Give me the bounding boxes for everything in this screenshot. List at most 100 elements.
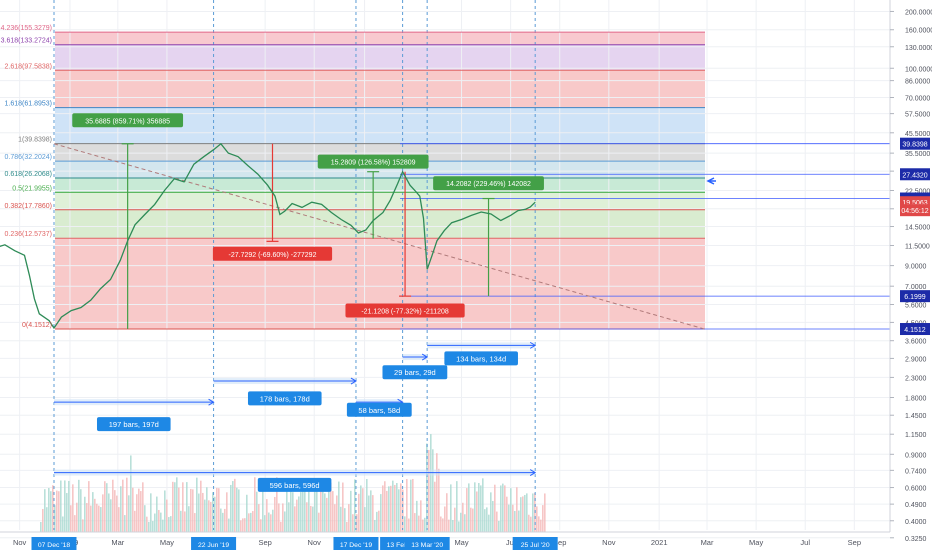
volume-bar [436, 453, 438, 532]
volume-bar [250, 512, 252, 532]
x-date-badge: 13 Feb '20 [387, 542, 419, 549]
volume-bar [100, 507, 102, 532]
volume-bar [262, 485, 264, 532]
volume-bar [260, 519, 262, 532]
volume-bar [264, 515, 266, 532]
volume-bar [42, 508, 44, 532]
y-axis[interactable]: 200.0000 160.0000 130.0000 100.0000 86.0000 7… [889, 0, 932, 543]
volume-bar [296, 499, 298, 532]
volume-bar [384, 481, 386, 532]
volume-bar [448, 519, 450, 532]
volume-bar [370, 490, 372, 532]
volume-bar [446, 493, 448, 532]
annotation-label: 14.2082 (229.46%) 142082 [446, 181, 531, 188]
volume-bar [118, 507, 120, 532]
fib-lines [55, 31, 890, 330]
x-tick-label: Mar [701, 538, 714, 547]
volume-bar [52, 485, 54, 532]
volume-bar [208, 500, 210, 532]
volume-bar [176, 477, 178, 532]
x-date-badge: 25 Jul '20 [521, 542, 550, 549]
volume-bar [528, 514, 530, 532]
annotation-label: -27.7292 (-69.60%) -277292 [229, 252, 317, 259]
y-tick-label: 70.0000 [905, 95, 930, 102]
volume-bar [360, 485, 362, 532]
y-tick-label: 0.3250 [905, 536, 927, 543]
volume-bar [440, 516, 442, 532]
price-badge: 6.1999 [904, 294, 926, 301]
fib-level-label: 4.236(155.3279) [1, 25, 52, 32]
y-tick-label: 3.6000 [905, 339, 927, 346]
price-badge: 39.8398 [902, 142, 927, 149]
volume-bar [456, 481, 458, 532]
fib-level-label: 1.618(61.8953) [5, 101, 52, 108]
x-tick-label: 2021 [651, 538, 668, 547]
volume-bar [278, 503, 280, 532]
volume-bar [540, 519, 542, 532]
volume-bar [484, 509, 486, 532]
volume-bar [508, 504, 510, 532]
volume-bar [444, 506, 446, 532]
y-tick-label: 0.9000 [905, 452, 927, 459]
range-arrow-icon [529, 341, 537, 349]
x-tick-label: Nov [13, 538, 27, 547]
y-tick-label: 160.0000 [905, 28, 932, 35]
volume-bar [406, 479, 408, 532]
volume-bar [418, 515, 420, 532]
volume-bar [328, 482, 330, 532]
range-label-bg [346, 402, 412, 417]
volume-bar [396, 483, 398, 532]
x-tick-label: Sep [258, 538, 271, 547]
fib-zone [55, 161, 705, 179]
volume-bar [74, 515, 76, 532]
volume-bar [504, 485, 506, 532]
volume-bar [110, 499, 112, 532]
annotation-bg [72, 113, 184, 128]
volume-bar [198, 493, 200, 532]
volume-bar [80, 489, 82, 532]
y-tick-label: 100.0000 [905, 66, 932, 73]
volume-bar [180, 510, 182, 532]
volume-bar [492, 500, 494, 532]
fib-level-label: 0.236(12.5737) [5, 231, 52, 238]
volume-bar [248, 513, 250, 532]
scroll-arrow-icon[interactable] [706, 177, 716, 185]
volume-bar [102, 494, 104, 532]
x-tick-label: Sep [848, 538, 861, 547]
annotation-label: 35.6885 (859.71%) 356885 [85, 118, 170, 125]
volume-bar [538, 516, 540, 532]
y-tick-label: 7.0000 [905, 284, 927, 291]
volume-bar [120, 486, 122, 532]
volume-bar [220, 508, 222, 532]
volume-bar [226, 492, 228, 532]
annotation-bg [317, 154, 429, 169]
volume-bar [316, 479, 318, 532]
volume-bar [162, 519, 164, 532]
volume-bar [294, 506, 296, 532]
y-tick-label: 57.5000 [905, 112, 930, 119]
price-badge-bg [900, 323, 930, 336]
volume-bar [240, 520, 242, 532]
volume-bar [400, 483, 402, 532]
x-date-badge: 13 Mar '20 [411, 542, 443, 549]
volume-bar [128, 495, 130, 532]
x-axis[interactable]: Nov2019MarMaySepNovJanMayJulSepNov2021Ma… [0, 531, 890, 547]
volume-bar [468, 483, 470, 532]
volume-bar [480, 485, 482, 532]
volume-bar [116, 495, 118, 532]
volume-bar [158, 510, 160, 532]
volume-bar [64, 480, 66, 532]
volume-bar [200, 480, 202, 532]
volume-bar [212, 492, 214, 532]
volume-bar [454, 507, 456, 532]
volume-bar [460, 512, 462, 532]
x-date-badge-bg [333, 537, 379, 550]
volume-bar [358, 493, 360, 532]
volume-bar [54, 505, 56, 532]
volume-bar [458, 521, 460, 532]
volume-bar [274, 496, 276, 532]
volume-bar [388, 486, 390, 532]
volume-bar [70, 505, 72, 532]
range-markers: 197 bars, 197d 178 bars, 178d 58 bars, 58d… [54, 341, 537, 492]
